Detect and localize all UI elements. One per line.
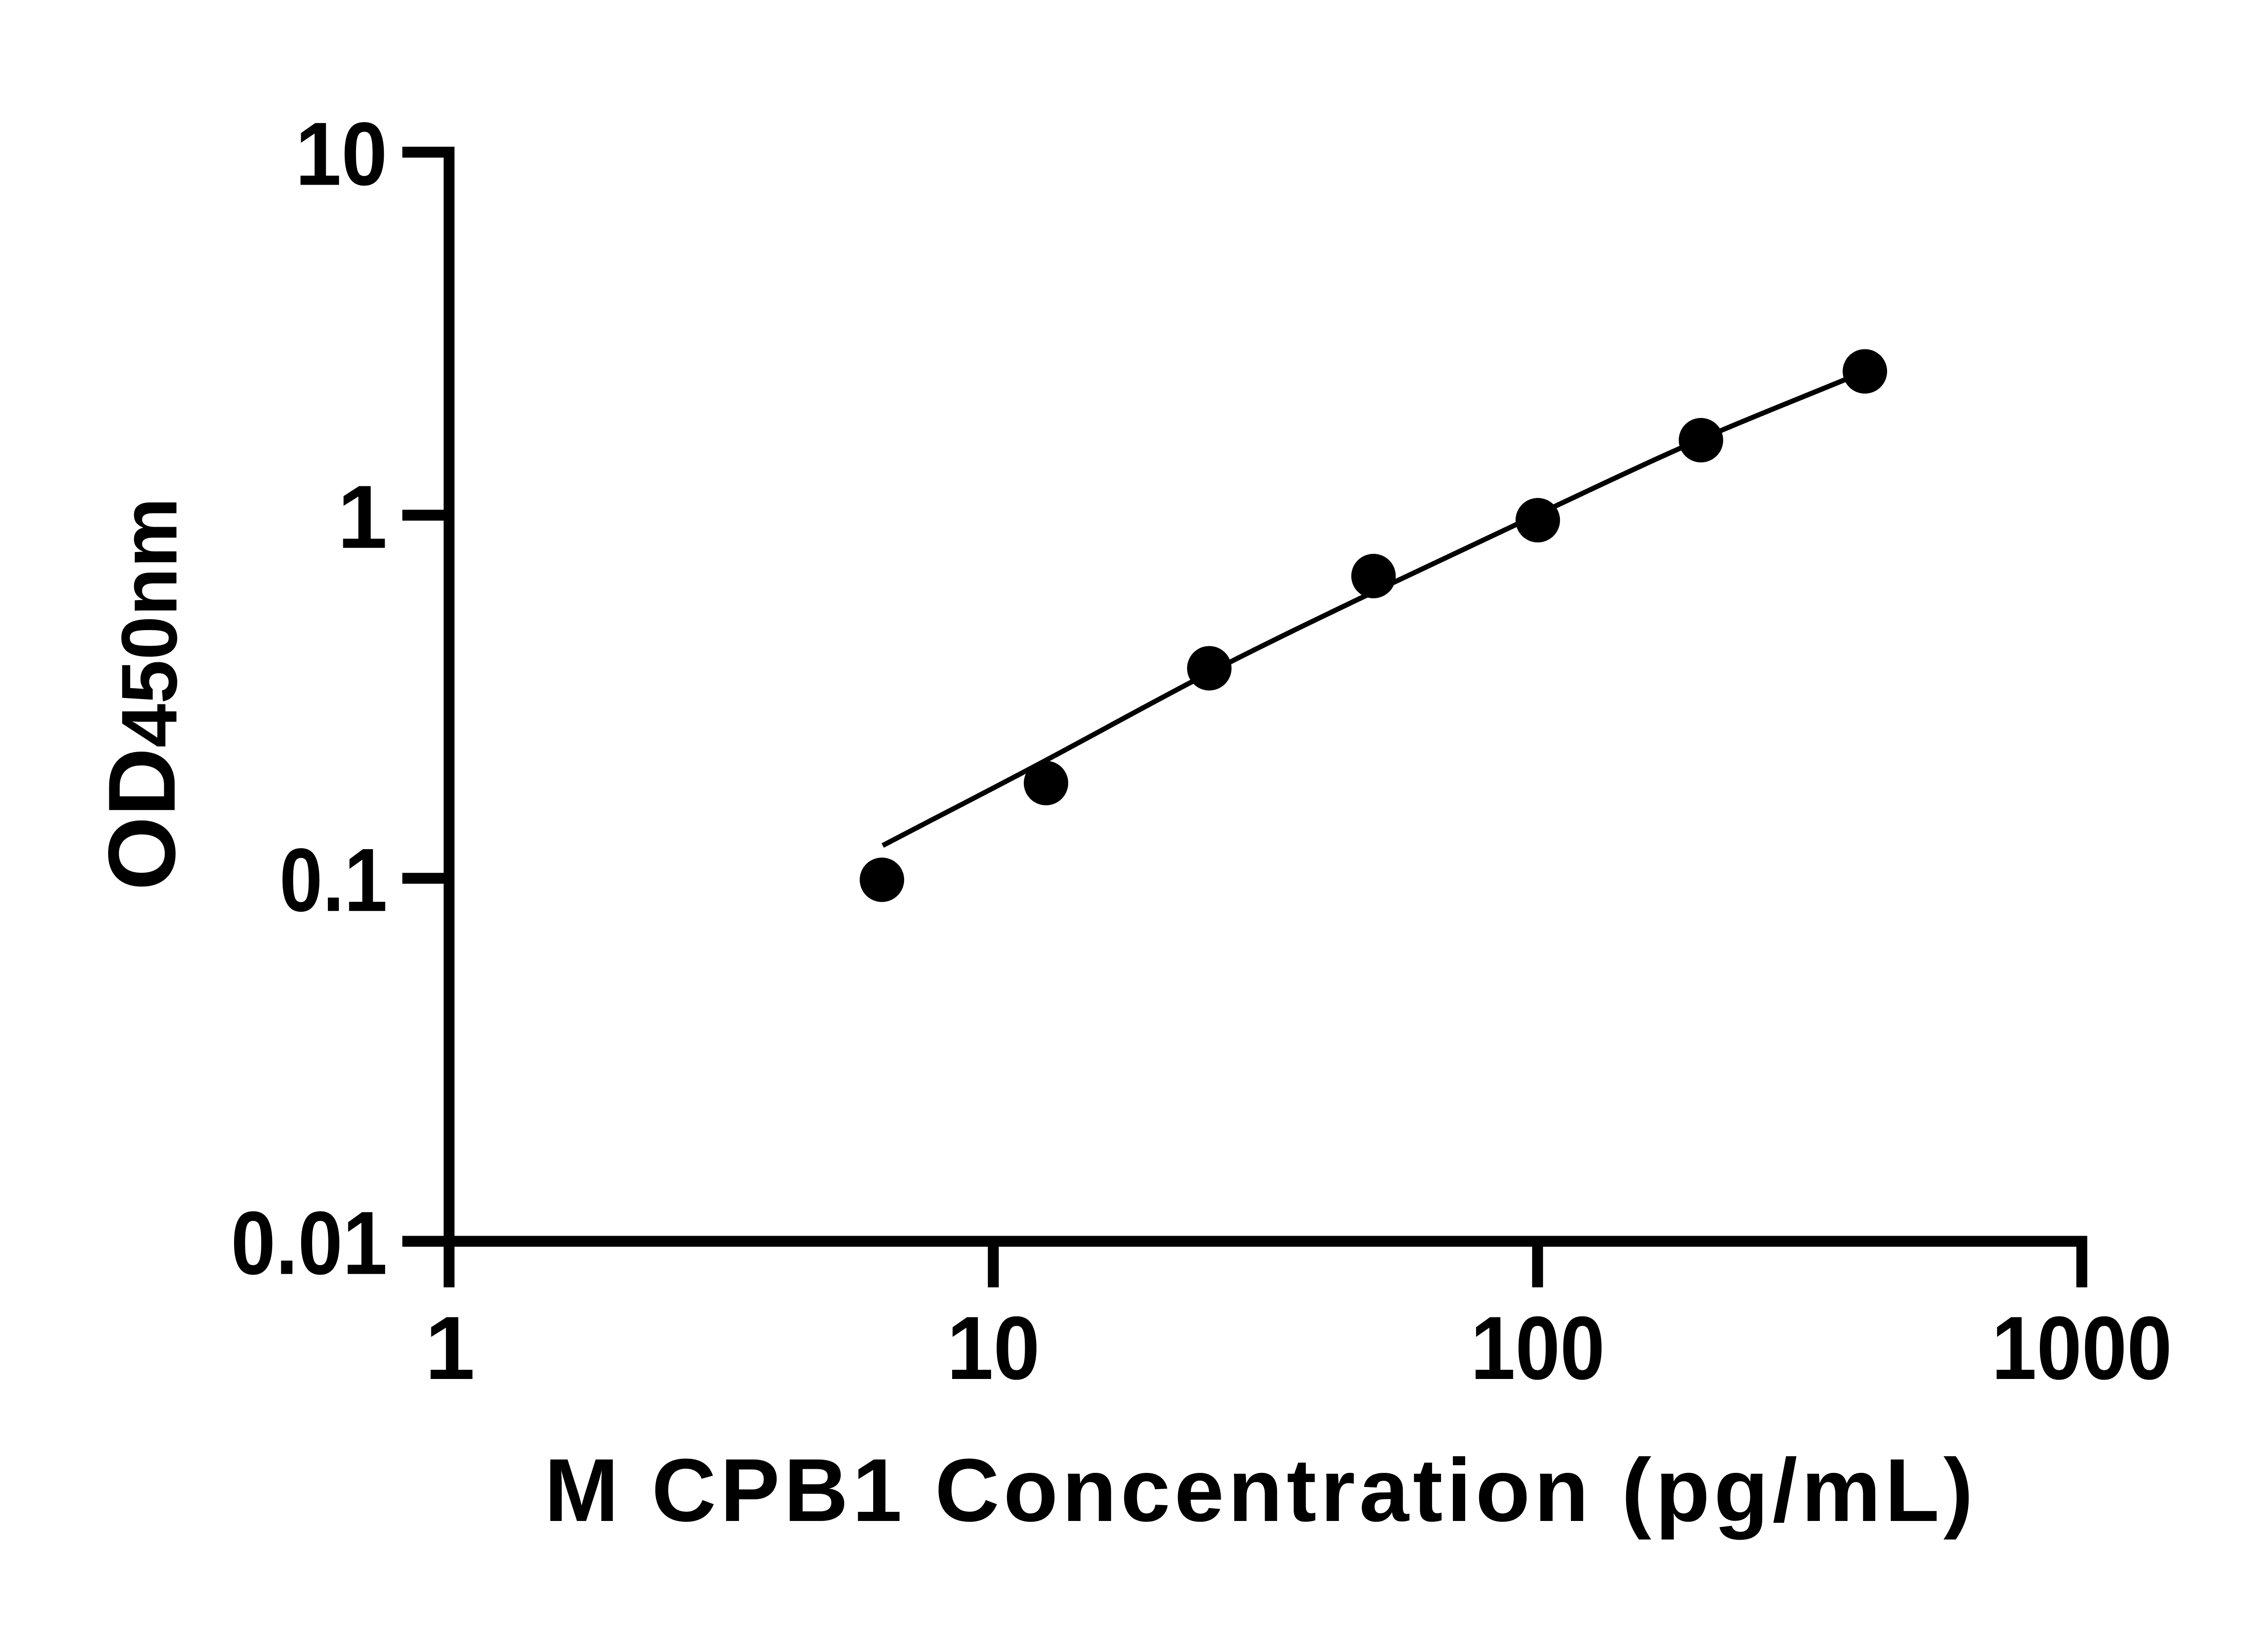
svg-text:10: 10 (295, 104, 387, 204)
svg-text:1: 1 (337, 467, 387, 567)
svg-text:OD450nm: OD450nm (88, 498, 195, 890)
svg-text:0.01: 0.01 (231, 1193, 387, 1293)
svg-text:0.1: 0.1 (279, 830, 387, 930)
svg-text:100: 100 (1471, 1298, 1605, 1398)
svg-text:1: 1 (425, 1298, 475, 1398)
svg-text:M CPB1 Concentration (pg/mL): M CPB1 Concentration (pg/mL) (544, 1440, 1973, 1540)
svg-text:10: 10 (947, 1298, 1040, 1398)
svg-text:1000: 1000 (1992, 1298, 2172, 1398)
